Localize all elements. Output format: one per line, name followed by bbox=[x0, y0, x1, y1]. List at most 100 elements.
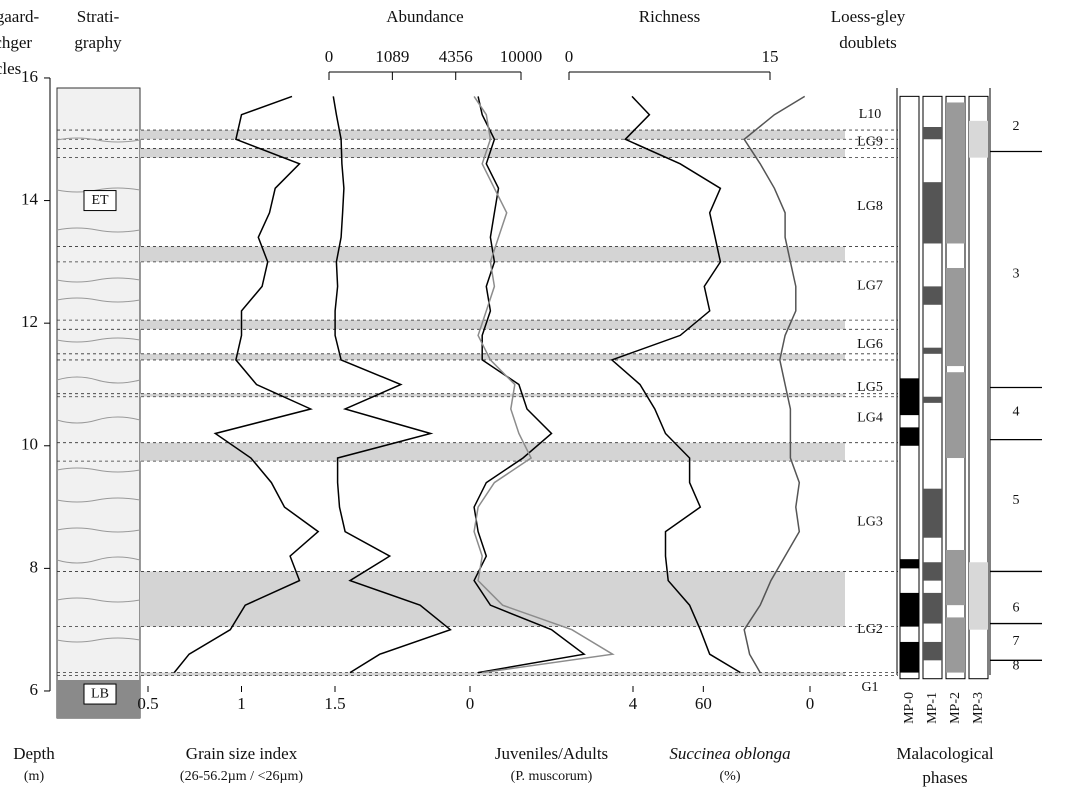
x-tick-label: 0 bbox=[325, 47, 334, 66]
panel-title: Dansgaard- bbox=[0, 7, 40, 26]
y-tick-label: 10 bbox=[21, 435, 38, 454]
x-tick-label: 1 bbox=[237, 694, 246, 713]
curve bbox=[473, 96, 586, 674]
x-tick-label: 1089 bbox=[375, 47, 409, 66]
panel-title: graphy bbox=[74, 33, 122, 52]
zone-label: LG3 bbox=[857, 515, 883, 530]
phase-segment bbox=[946, 372, 965, 459]
zone-label: 5 bbox=[1013, 493, 1020, 508]
phase-segment bbox=[923, 562, 942, 581]
zone-label: G1 bbox=[861, 680, 878, 695]
zone-label: 7 bbox=[1013, 634, 1020, 649]
zone-label: LG6 bbox=[857, 337, 883, 352]
panel-title: Strati- bbox=[77, 7, 120, 26]
panel-title: Loess-gley bbox=[831, 7, 906, 26]
phase-segment bbox=[900, 641, 919, 673]
zone-label: 8 bbox=[1013, 659, 1020, 674]
y-tick-label: 6 bbox=[30, 680, 39, 699]
zone-label: LG9 bbox=[857, 135, 883, 150]
curve bbox=[610, 95, 741, 674]
x-tick-label: 4356 bbox=[439, 47, 473, 66]
gley-band bbox=[140, 320, 845, 330]
strat-label-box bbox=[83, 683, 117, 705]
phase-segment bbox=[946, 102, 965, 244]
curve bbox=[743, 95, 806, 673]
phase-segment bbox=[923, 592, 942, 624]
panel-title: Oeschger bbox=[0, 33, 32, 52]
phase-segment bbox=[923, 127, 942, 140]
gley-band bbox=[140, 672, 845, 676]
x-tick-label: 0 bbox=[565, 47, 574, 66]
phase-segment bbox=[969, 120, 988, 158]
phase-segment bbox=[900, 378, 919, 416]
phase-segment bbox=[946, 267, 965, 367]
zone-label: L10 bbox=[859, 107, 882, 122]
phase-segment bbox=[900, 427, 919, 446]
panel-title: Richness bbox=[639, 7, 700, 26]
phase-segment bbox=[946, 549, 965, 606]
phase-segment bbox=[923, 286, 942, 305]
column-label: MP-1 bbox=[925, 692, 940, 724]
panel-title: Abundance bbox=[386, 7, 463, 26]
y-label: Depth bbox=[13, 744, 55, 763]
x-tick-label: 0 bbox=[806, 694, 815, 713]
strat-label: LB bbox=[91, 686, 109, 701]
curve bbox=[173, 95, 320, 674]
panel-title: doublets bbox=[839, 33, 897, 52]
x-label: Juveniles/Adults bbox=[495, 744, 608, 763]
bands bbox=[57, 129, 898, 677]
curve bbox=[332, 96, 452, 674]
x-tick-label: 0 bbox=[466, 694, 475, 713]
x-tick-label: 15 bbox=[762, 47, 779, 66]
phase-column bbox=[968, 95, 989, 680]
zone-label: LG2 bbox=[857, 622, 883, 637]
x-label: Grain size index bbox=[186, 744, 298, 763]
x-tick-label: 4 bbox=[629, 694, 638, 713]
zone-label: LG4 bbox=[857, 410, 883, 425]
x-label: Succinea oblonga bbox=[669, 744, 790, 763]
gley-band bbox=[140, 571, 845, 627]
phase-segment bbox=[923, 182, 942, 244]
gley-band bbox=[140, 393, 845, 397]
column-label: MP-0 bbox=[902, 692, 917, 724]
curve bbox=[473, 95, 615, 674]
strat-label-box bbox=[83, 190, 117, 212]
gley-band bbox=[140, 353, 845, 360]
x-label: phases bbox=[922, 768, 967, 787]
x-unit: (26-56.2µm / <26µm) bbox=[180, 769, 304, 784]
phase-segment bbox=[923, 396, 942, 403]
column-label: MP-2 bbox=[948, 692, 963, 724]
phase-segment bbox=[900, 559, 919, 569]
x-label: Malacological bbox=[896, 744, 994, 763]
phase-segment bbox=[900, 592, 919, 627]
y-tick-label: 12 bbox=[21, 312, 38, 331]
gley-band bbox=[140, 442, 845, 462]
zone-label: LG5 bbox=[857, 380, 883, 395]
zone-label: LG8 bbox=[857, 199, 883, 214]
zone-label: LG7 bbox=[857, 279, 883, 294]
x-tick-label: 0.5 bbox=[137, 694, 158, 713]
x-tick-label: 1.5 bbox=[324, 694, 345, 713]
gley-band bbox=[140, 148, 845, 158]
y-tick-label: 8 bbox=[30, 557, 39, 576]
phase-segment bbox=[923, 488, 942, 538]
strat-layers bbox=[56, 137, 141, 643]
x-tick-label: 10000 bbox=[500, 47, 543, 66]
strat-column bbox=[56, 87, 141, 719]
phase-segment bbox=[969, 562, 988, 630]
y-unit: (m) bbox=[24, 769, 45, 784]
phase-segment bbox=[923, 347, 942, 354]
panel-title: cycles bbox=[0, 59, 21, 78]
zone-label: 3 bbox=[1013, 266, 1020, 281]
zone-label: 6 bbox=[1013, 600, 1020, 615]
x-tick-label: 60 bbox=[695, 694, 712, 713]
phase-segment bbox=[923, 641, 942, 661]
y-tick-label: 16 bbox=[21, 67, 38, 86]
x-unit: (P. muscorum) bbox=[511, 769, 593, 784]
x-unit: (%) bbox=[720, 769, 741, 784]
phase-segment bbox=[946, 617, 965, 673]
zone-label: 4 bbox=[1013, 404, 1020, 419]
column-label: MP-3 bbox=[971, 692, 986, 724]
zone-label: 2 bbox=[1013, 119, 1020, 134]
